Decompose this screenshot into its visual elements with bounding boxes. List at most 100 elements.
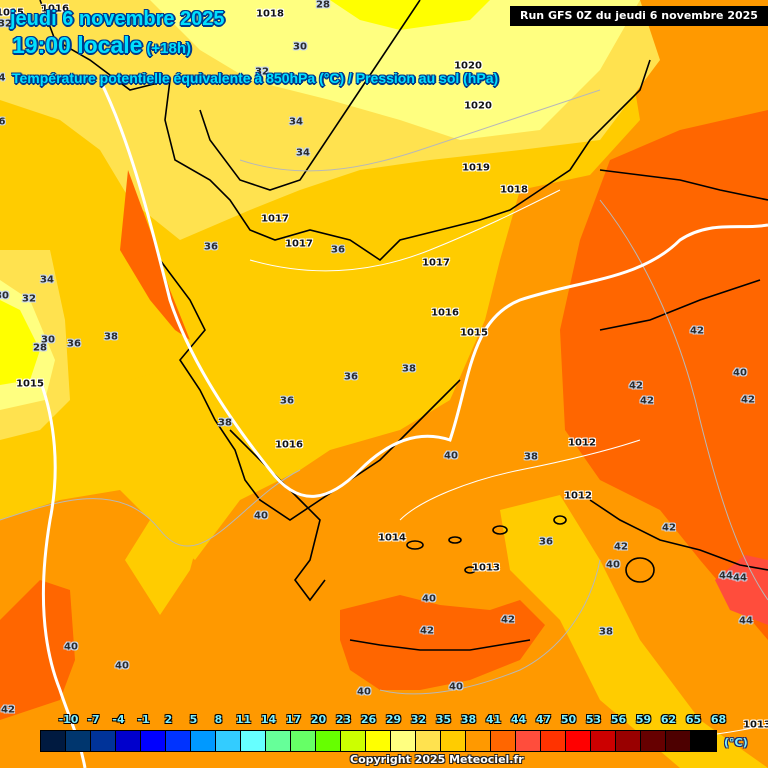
colorbar-swatch: [691, 731, 716, 751]
colorbar-tick: 50: [560, 713, 577, 726]
temperature-label: 38: [218, 417, 232, 429]
temperature-label: 40: [254, 510, 268, 522]
temperature-label: 42: [1, 704, 15, 716]
temperature-label: 40: [422, 593, 436, 605]
pressure-label: 1015: [16, 378, 44, 390]
colorbar-swatch: [141, 731, 166, 751]
temperature-label: 40: [449, 681, 463, 693]
colorbar-tick: 11: [235, 713, 252, 726]
pressure-label: 1020: [454, 60, 482, 72]
temperature-label: 36: [67, 338, 81, 350]
temperature-label: 28: [33, 342, 47, 354]
pressure-label: 1017: [261, 213, 289, 225]
colorbar-swatch: [316, 731, 341, 751]
colorbar-swatch: [541, 731, 566, 751]
pressure-label: 1016: [275, 439, 303, 451]
colorbar-tick: 2: [164, 713, 173, 726]
pressure-label: 1015: [0, 7, 24, 19]
temperature-label: 40: [357, 686, 371, 698]
temperature-label: 40: [64, 641, 78, 653]
temperature-isolines: [0, 89, 768, 695]
temperature-label: 34: [40, 274, 54, 286]
temperature-label: 38: [524, 451, 538, 463]
temperature-field-44: [560, 110, 768, 640]
colorbar-swatch: [291, 731, 316, 751]
colorbar-swatch: [666, 731, 691, 751]
pressure-label: 1017: [285, 238, 313, 250]
colorbar-tick: 41: [485, 713, 502, 726]
colorbar-swatch: [216, 731, 241, 751]
temperature-label: 40: [733, 367, 747, 379]
temperature-label: 40: [444, 450, 458, 462]
temperature-label: 40: [115, 660, 129, 672]
pressure-label: 1012: [564, 490, 592, 502]
colorbar-swatch: [441, 731, 466, 751]
temperature-label: 32: [0, 18, 12, 30]
coastlines: [39, 0, 768, 651]
colorbar-tick: -1: [137, 713, 150, 726]
colorbar-tick: 35: [435, 713, 452, 726]
pressure-label: 1016: [41, 3, 69, 15]
temperature-field-38-aegean: [500, 495, 768, 768]
pressure-label: 1013: [472, 562, 500, 574]
colorbar-tick: -7: [87, 713, 100, 726]
colorbar-swatch: [166, 731, 191, 751]
colorbar-unit: (°C): [724, 736, 748, 749]
colorbar-swatch: [391, 731, 416, 751]
colorbar-swatch: [116, 731, 141, 751]
temperature-label: 42: [501, 614, 515, 626]
colorbar-tick: 65: [685, 713, 702, 726]
pressure-label: 1013: [743, 719, 768, 731]
temperature-label: 30: [293, 41, 307, 53]
temperature-field-38-south: [125, 360, 220, 615]
temperature-label: 44: [719, 570, 733, 582]
colorbar-swatch: [66, 731, 91, 751]
temperature-label: 38: [104, 331, 118, 343]
temperature-label: 42: [690, 325, 704, 337]
pressure-label: 1020: [464, 100, 492, 112]
temperature-field-47: [715, 555, 768, 625]
forecast-lead-time: (+18h): [146, 40, 192, 57]
forecast-date: jeudi 6 novembre 2025: [10, 8, 225, 30]
temperature-label: 30: [0, 290, 9, 302]
colorbar-tick: 53: [585, 713, 602, 726]
colorbar-swatch: [591, 731, 616, 751]
model-run-info: Run GFS 0Z du jeudi 6 novembre 2025: [510, 6, 768, 26]
pressure-label: 1012: [568, 437, 596, 449]
colorbar-tick: 44: [510, 713, 527, 726]
colorbar-tick: 62: [660, 713, 677, 726]
colorbar-tick: 17: [285, 713, 302, 726]
temperature-label: 36: [280, 395, 294, 407]
colorbar-tick: 20: [310, 713, 327, 726]
temperature-field-44-sw: [0, 580, 75, 720]
temperature-label: 36: [204, 241, 218, 253]
temperature-label: 42: [420, 625, 434, 637]
colorbar-swatch: [641, 731, 666, 751]
forecast-local-time: 19:00 locale: [12, 32, 143, 58]
colorbar-tick: 5: [189, 713, 198, 726]
pressure-label: 1018: [500, 184, 528, 196]
colorbar-tick: 47: [535, 713, 552, 726]
colorbar-tick: 59: [635, 713, 652, 726]
colorbar-swatch: [266, 731, 291, 751]
colorbar-swatch: [616, 731, 641, 751]
colorbar-swatch: [191, 731, 216, 751]
colorbar-tick: 29: [385, 713, 402, 726]
colorbar-swatch: [366, 731, 391, 751]
temperature-label: 42: [614, 541, 628, 553]
temperature-label: 36: [331, 244, 345, 256]
parameter-title: Température potentielle équivalente à 85…: [12, 70, 499, 86]
colorbar: [40, 730, 717, 752]
temperature-label: 42: [662, 522, 676, 534]
colorbar-swatch: [341, 731, 366, 751]
temperature-label: 38: [402, 363, 416, 375]
temperature-field-32: [150, 0, 640, 140]
temperature-label: 30: [41, 334, 55, 346]
temperature-label: 34: [296, 147, 310, 159]
colorbar-swatch: [241, 731, 266, 751]
colorbar-tick: 8: [214, 713, 223, 726]
temperature-label: 36: [344, 371, 358, 383]
pressure-label: 1014: [378, 532, 406, 544]
colorbar-swatch: [416, 731, 441, 751]
